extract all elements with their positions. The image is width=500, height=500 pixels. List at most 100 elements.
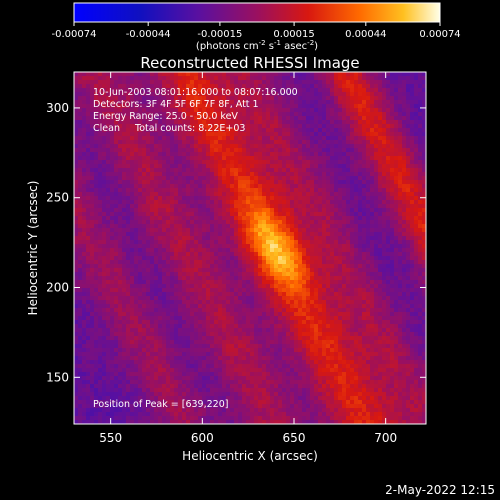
heatmap-cell (130, 104, 135, 109)
heatmap-cell (342, 128, 347, 133)
heatmap-cell (126, 276, 131, 281)
heatmap-cell (282, 296, 287, 301)
heatmap-cell (394, 216, 399, 221)
heatmap-cell (302, 228, 307, 233)
heatmap-cell (278, 288, 283, 293)
heatmap-cell (282, 76, 287, 81)
heatmap-cell (202, 252, 207, 257)
heatmap-cell (202, 228, 207, 233)
heatmap-cell (194, 244, 199, 249)
heatmap-cell (230, 128, 235, 133)
heatmap-cell (330, 200, 335, 205)
heatmap-cell (394, 180, 399, 185)
heatmap-cell (314, 168, 319, 173)
heatmap-cell (90, 260, 95, 265)
heatmap-cell (250, 104, 255, 109)
heatmap-cell (282, 136, 287, 141)
heatmap-cell (250, 216, 255, 221)
heatmap-cell (154, 76, 159, 81)
heatmap-cell (398, 260, 403, 265)
heatmap-cell (366, 212, 371, 217)
heatmap-cell (414, 232, 419, 237)
heatmap-cell (74, 160, 79, 165)
heatmap-cell (194, 164, 199, 169)
heatmap-cell (178, 104, 183, 109)
heatmap-cell (410, 208, 415, 213)
heatmap-cell (222, 200, 227, 205)
heatmap-cell (126, 196, 131, 201)
heatmap-cell (390, 96, 395, 101)
heatmap-cell (422, 288, 426, 293)
heatmap-cell (302, 252, 307, 257)
heatmap-cell (294, 128, 299, 133)
heatmap-cell (102, 144, 107, 149)
heatmap-cell (190, 96, 195, 101)
heatmap-cell (214, 156, 219, 161)
heatmap-cell (282, 292, 287, 297)
heatmap-cell (222, 240, 227, 245)
heatmap-cell (354, 152, 359, 157)
heatmap-cell (282, 176, 287, 181)
heatmap-cell (74, 132, 79, 137)
heatmap-cell (74, 176, 79, 181)
heatmap-cell (374, 104, 379, 109)
heatmap-cell (202, 188, 207, 193)
heatmap-cell (122, 228, 127, 233)
heatmap-cell (394, 288, 399, 293)
heatmap-cell (78, 220, 83, 225)
heatmap-cell (342, 152, 347, 157)
heatmap-cell (166, 220, 171, 225)
heatmap-cell (366, 220, 371, 225)
heatmap-cell (378, 80, 383, 85)
heatmap-cell (278, 204, 283, 209)
heatmap-cell (362, 104, 367, 109)
heatmap-cell (166, 84, 171, 89)
heatmap-cell (94, 216, 99, 221)
heatmap-cell (234, 204, 239, 209)
heatmap-cell (306, 136, 311, 141)
heatmap-cell (186, 248, 191, 253)
heatmap-cell (278, 232, 283, 237)
heatmap-cell (302, 256, 307, 261)
heatmap-cell (242, 184, 247, 189)
heatmap-cell (162, 296, 167, 301)
heatmap-cell (202, 84, 207, 89)
heatmap-cell (102, 96, 107, 101)
heatmap-cell (378, 212, 383, 217)
heatmap-cell (222, 172, 227, 177)
heatmap-cell (206, 288, 211, 293)
heatmap-cell (362, 244, 367, 249)
heatmap-cell (314, 204, 319, 209)
heatmap-cell (238, 124, 243, 129)
heatmap-cell (194, 284, 199, 289)
heatmap-cell (214, 264, 219, 269)
heatmap-cell (338, 84, 343, 89)
heatmap-cell (118, 116, 123, 121)
heatmap-cell (90, 156, 95, 161)
heatmap-cell (234, 152, 239, 157)
heatmap-cell (206, 144, 211, 149)
heatmap-cell (374, 192, 379, 197)
heatmap-cell (274, 260, 279, 265)
heatmap-cell (210, 84, 215, 89)
heatmap-cell (250, 260, 255, 265)
heatmap-cell (418, 140, 423, 145)
heatmap-cell (390, 264, 395, 269)
heatmap-cell (294, 260, 299, 265)
heatmap-cell (262, 280, 267, 285)
heatmap-cell (234, 184, 239, 189)
heatmap-cell (406, 188, 411, 193)
heatmap-cell (262, 152, 267, 157)
heatmap-cell (342, 244, 347, 249)
heatmap-cell (94, 116, 99, 121)
heatmap-cell (410, 76, 415, 81)
heatmap-cell (338, 192, 343, 197)
heatmap-cell (146, 276, 151, 281)
heatmap-cell (346, 260, 351, 265)
heatmap-cell (190, 100, 195, 105)
heatmap-cell (374, 136, 379, 141)
heatmap-cell (394, 228, 399, 233)
heatmap-cell (414, 200, 419, 205)
heatmap-cell (142, 180, 147, 185)
heatmap-cell (190, 292, 195, 297)
